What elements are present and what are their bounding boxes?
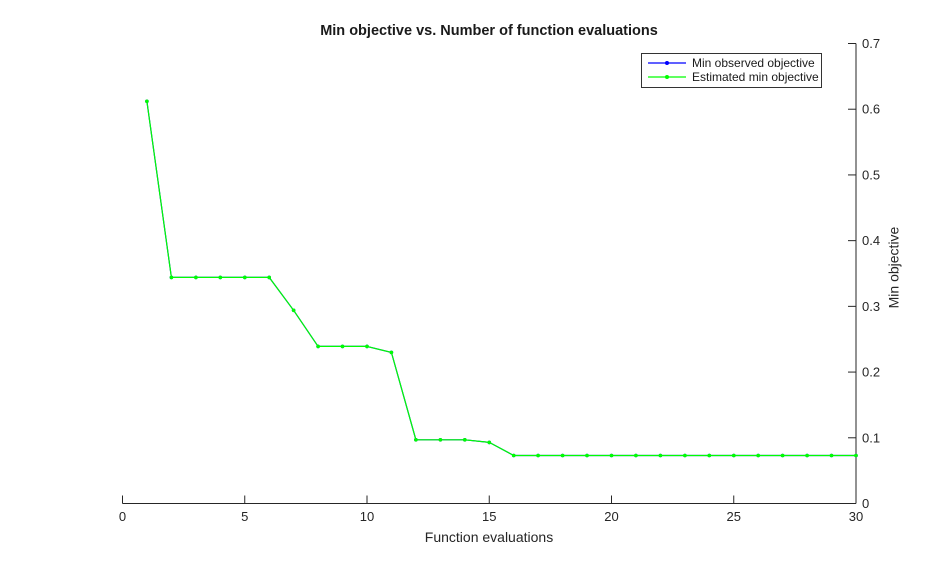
series-marker-estimated-min-objective (560, 453, 565, 458)
series-marker-estimated-min-objective (854, 453, 858, 458)
x-tick-label: 20 (604, 509, 618, 524)
series-marker-estimated-min-objective (291, 308, 296, 313)
series-marker-estimated-min-objective (438, 438, 443, 442)
series-marker-estimated-min-objective (487, 440, 492, 445)
legend-label-min-observed: Min observed objective (692, 56, 815, 70)
legend-label-estimated-min: Estimated min objective (692, 70, 819, 84)
series-marker-estimated-min-objective (194, 275, 198, 280)
legend-line-sample-icon (648, 61, 686, 65)
series-marker-estimated-min-objective (732, 453, 736, 458)
series-marker-estimated-min-objective (511, 453, 516, 458)
y-tick-label: 0.4 (862, 233, 880, 248)
y-tick-label: 0.1 (862, 430, 880, 445)
series-marker-estimated-min-objective (658, 453, 663, 458)
series-marker-estimated-min-objective (169, 275, 174, 280)
y-tick-label: 0.2 (862, 365, 880, 380)
series-marker-estimated-min-objective (340, 344, 345, 349)
y-tick-label: 0 (862, 496, 869, 511)
series-marker-estimated-min-objective (414, 438, 418, 442)
y-tick-label: 0.6 (862, 102, 880, 117)
y-tick-label: 0.5 (862, 167, 880, 182)
series-marker-estimated-min-objective (536, 453, 540, 458)
series-line-min-observed-objective (146, 101, 856, 457)
series-marker-estimated-min-objective (707, 453, 712, 458)
series-marker-estimated-min-objective (829, 453, 834, 458)
legend-line-sample-icon (648, 75, 686, 79)
x-tick-label: 5 (241, 509, 248, 524)
legend: Min observed objective Estimated min obj… (641, 53, 822, 88)
series-group (145, 99, 858, 458)
series-marker-estimated-min-objective (805, 453, 809, 458)
series-marker-estimated-min-objective (609, 453, 614, 458)
series-marker-estimated-min-objective (683, 453, 687, 458)
y-axis-label: Min objective (885, 226, 902, 309)
series-marker-estimated-min-objective (218, 275, 223, 280)
legend-entry-min-observed: Min observed objective (647, 56, 821, 70)
series-marker-estimated-min-objective (780, 453, 785, 458)
series-marker-estimated-min-objective (145, 99, 149, 104)
series-marker-estimated-min-objective (389, 350, 394, 355)
legend-entry-estimated-min: Estimated min objective (647, 70, 821, 84)
x-tick-label: 15 (482, 509, 496, 524)
series-marker-estimated-min-objective (756, 453, 760, 458)
series-marker-estimated-min-objective (316, 344, 320, 349)
y-tick-label: 0.7 (862, 36, 880, 51)
x-tick-label: 30 (849, 509, 863, 524)
x-tick-label: 0 (119, 509, 126, 524)
series-line-estimated-min-objective (146, 101, 856, 457)
series-marker-estimated-min-objective (243, 275, 247, 280)
series-marker-estimated-min-objective (634, 453, 638, 458)
series-marker-estimated-min-objective (365, 344, 369, 349)
series-marker-estimated-min-objective (585, 453, 589, 458)
x-tick-label: 25 (727, 509, 741, 524)
x-tick-label: 10 (360, 509, 374, 524)
x-axis-label: Function evaluations (424, 529, 554, 545)
series-marker-estimated-min-objective (463, 438, 467, 442)
y-tick-label: 0.3 (862, 299, 880, 314)
series-marker-estimated-min-objective (267, 275, 272, 280)
chart-title: Min objective vs. Number of function eva… (320, 23, 658, 39)
